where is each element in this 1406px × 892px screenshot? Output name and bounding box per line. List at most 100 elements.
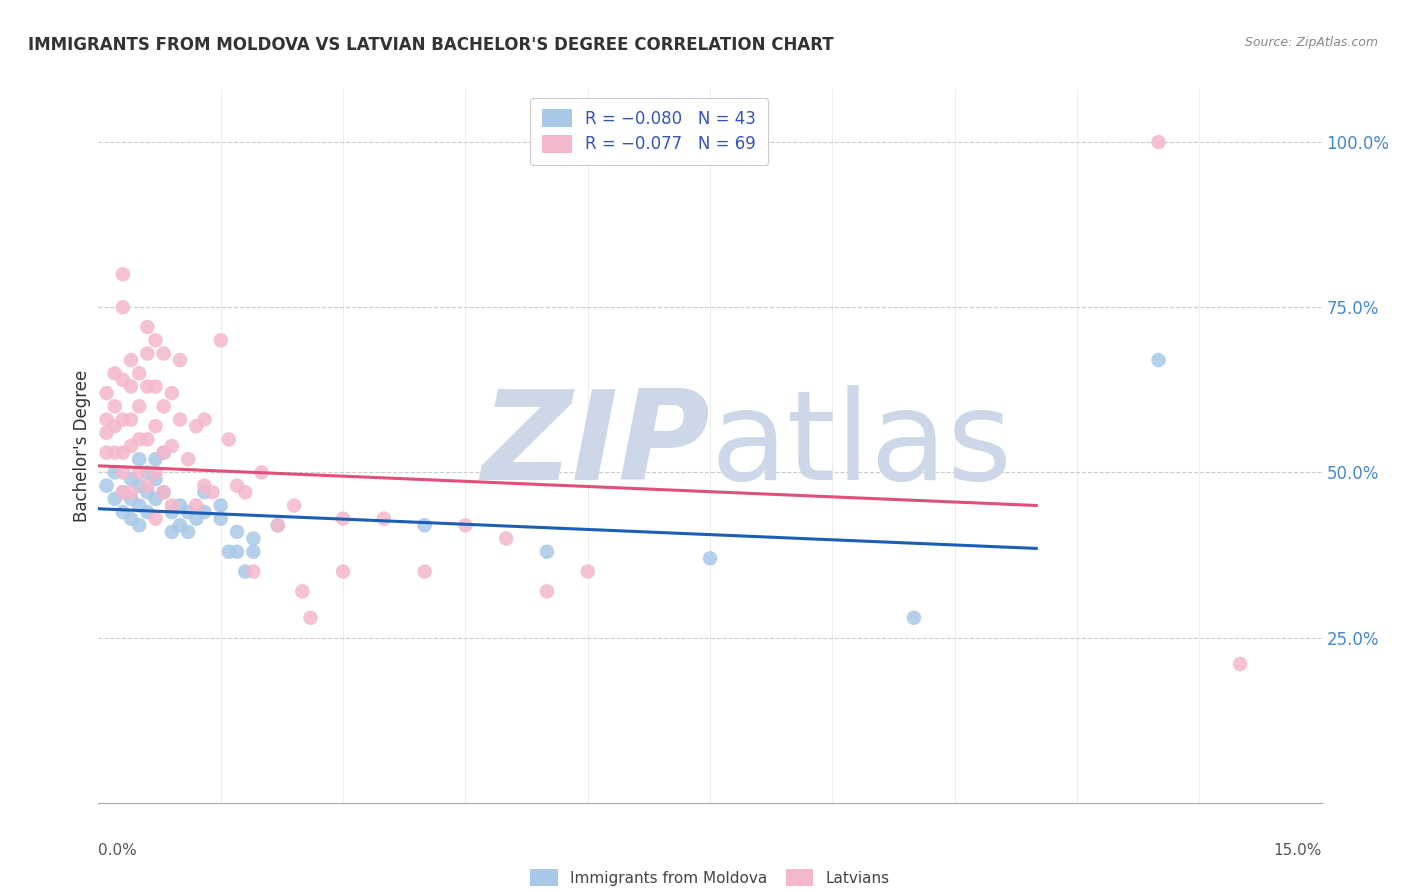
Point xyxy=(136,379,159,393)
Point xyxy=(186,511,208,525)
Point xyxy=(160,505,183,519)
Point xyxy=(145,333,167,347)
Point xyxy=(96,445,118,459)
Point xyxy=(136,320,159,334)
Point xyxy=(209,511,232,525)
Point xyxy=(128,499,150,513)
Point xyxy=(576,565,599,579)
Point xyxy=(267,518,290,533)
Point xyxy=(177,505,200,519)
Point xyxy=(96,478,118,492)
Point xyxy=(152,485,174,500)
Point xyxy=(128,518,150,533)
Point xyxy=(120,412,142,426)
Point xyxy=(201,485,224,500)
Point xyxy=(145,511,167,525)
Point xyxy=(699,551,721,566)
Point xyxy=(104,400,127,414)
Point xyxy=(128,478,150,492)
Point xyxy=(111,485,134,500)
Point xyxy=(104,466,127,480)
Point xyxy=(111,267,134,281)
Point xyxy=(413,518,436,533)
Point xyxy=(169,518,191,533)
Point xyxy=(128,466,150,480)
Text: IMMIGRANTS FROM MOLDOVA VS LATVIAN BACHELOR'S DEGREE CORRELATION CHART: IMMIGRANTS FROM MOLDOVA VS LATVIAN BACHE… xyxy=(28,36,834,54)
Text: 15.0%: 15.0% xyxy=(1274,843,1322,858)
Point xyxy=(145,466,167,480)
Point xyxy=(160,524,183,539)
Point xyxy=(332,565,354,579)
Point xyxy=(1229,657,1251,671)
Point xyxy=(193,478,215,492)
Point xyxy=(160,439,183,453)
Point xyxy=(226,545,249,559)
Point xyxy=(160,386,183,401)
Text: 0.0%: 0.0% xyxy=(98,843,138,858)
Text: Source: ZipAtlas.com: Source: ZipAtlas.com xyxy=(1244,36,1378,49)
Point xyxy=(242,565,264,579)
Point xyxy=(152,445,174,459)
Point xyxy=(218,545,240,559)
Point xyxy=(96,425,118,440)
Point xyxy=(145,419,167,434)
Point xyxy=(169,412,191,426)
Point xyxy=(242,532,264,546)
Point xyxy=(299,611,322,625)
Point xyxy=(283,499,305,513)
Point xyxy=(111,412,134,426)
Point xyxy=(128,433,150,447)
Point xyxy=(242,545,264,559)
Point xyxy=(193,412,215,426)
Point xyxy=(136,433,159,447)
Point xyxy=(209,333,232,347)
Point xyxy=(226,524,249,539)
Point xyxy=(111,445,134,459)
Point xyxy=(128,367,150,381)
Point xyxy=(903,611,925,625)
Point xyxy=(193,505,215,519)
Point xyxy=(1147,135,1170,149)
Point xyxy=(209,499,232,513)
Point xyxy=(218,433,240,447)
Point xyxy=(152,400,174,414)
Point xyxy=(186,499,208,513)
Point xyxy=(128,452,150,467)
Point xyxy=(152,346,174,360)
Point xyxy=(233,485,256,500)
Y-axis label: Bachelor's Degree: Bachelor's Degree xyxy=(73,370,91,522)
Point xyxy=(536,584,558,599)
Point xyxy=(104,419,127,434)
Point xyxy=(160,499,183,513)
Point xyxy=(111,485,134,500)
Point xyxy=(145,472,167,486)
Point xyxy=(226,478,249,492)
Point xyxy=(454,518,477,533)
Point xyxy=(291,584,314,599)
Point xyxy=(169,353,191,368)
Point xyxy=(1147,353,1170,368)
Point xyxy=(145,379,167,393)
Text: ZIP: ZIP xyxy=(481,385,710,507)
Point xyxy=(177,452,200,467)
Point xyxy=(145,452,167,467)
Point xyxy=(177,524,200,539)
Point xyxy=(111,466,134,480)
Point xyxy=(120,379,142,393)
Point xyxy=(169,499,191,513)
Point xyxy=(413,565,436,579)
Point xyxy=(136,346,159,360)
Text: atlas: atlas xyxy=(710,385,1012,507)
Point xyxy=(120,491,142,506)
Point xyxy=(111,373,134,387)
Point xyxy=(96,386,118,401)
Point xyxy=(495,532,517,546)
Point xyxy=(104,491,127,506)
Point xyxy=(193,485,215,500)
Point xyxy=(120,511,142,525)
Point xyxy=(250,466,273,480)
Point xyxy=(267,518,290,533)
Point xyxy=(104,445,127,459)
Point xyxy=(120,485,142,500)
Point xyxy=(373,511,395,525)
